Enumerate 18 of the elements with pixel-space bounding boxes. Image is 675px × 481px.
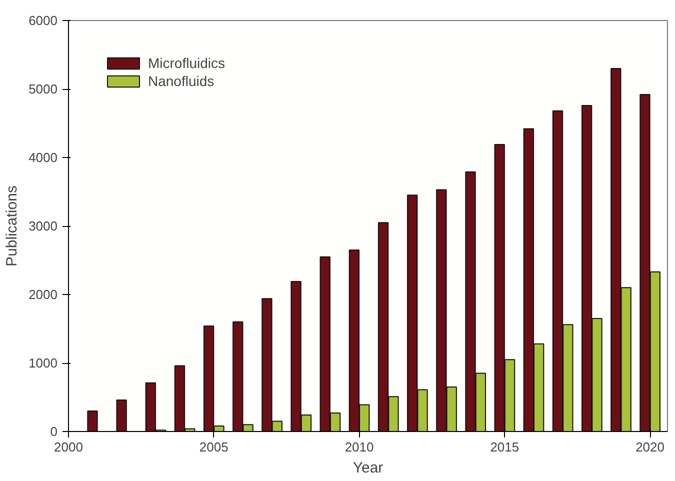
x-tick-label: 2015: [490, 440, 520, 454]
y-tick-label: 1000: [28, 356, 58, 370]
x-tick-label: 2005: [199, 440, 228, 454]
x-axis-title: Year: [352, 460, 384, 476]
x-tick-label: 2020: [636, 440, 665, 454]
bar: [116, 399, 127, 432]
x-tick-label: 2010: [344, 440, 374, 454]
y-tick-label: 3000: [28, 218, 58, 234]
legend-label: Microfluidics: [148, 55, 226, 71]
y-tick-label: 0: [50, 424, 58, 439]
y-tick-label: 2000: [28, 287, 58, 302]
legend-label: Nanofluids: [148, 73, 214, 89]
y-tick-label: 4000: [28, 150, 58, 165]
bar: [87, 410, 98, 432]
y-tick-label: 6000: [28, 13, 58, 28]
y-axis-title: Publications: [4, 186, 21, 266]
y-tick-label: 5000: [28, 82, 58, 96]
x-tick-label: 2000: [54, 440, 83, 454]
